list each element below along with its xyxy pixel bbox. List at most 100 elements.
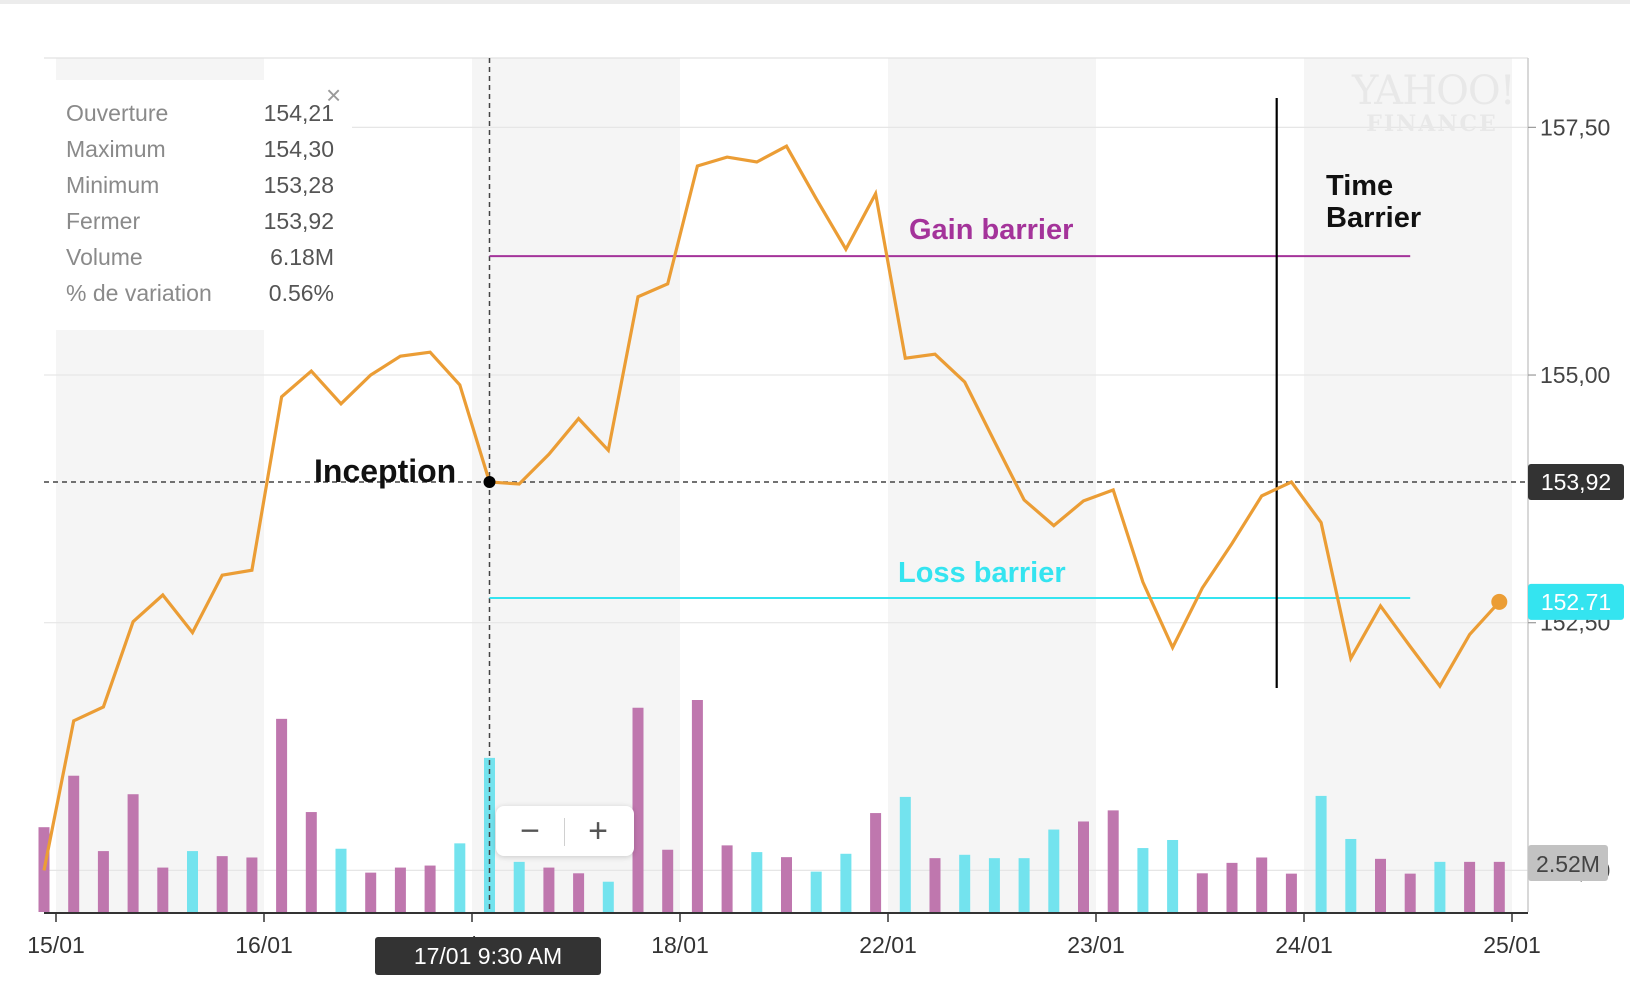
volume-bar	[1226, 862, 1238, 912]
day-band	[888, 58, 1096, 912]
volume-bar	[1196, 873, 1208, 912]
time-barrier-label-line1: Time	[1326, 170, 1393, 202]
zoom-out-button[interactable]: −	[520, 812, 540, 850]
volume-bar	[662, 849, 674, 912]
loss-barrier-label: Loss barrier	[898, 557, 1066, 589]
volume-bar	[1464, 861, 1476, 912]
yahoo-finance-watermark: YAHOO! FINANCE	[1352, 68, 1516, 137]
top-border	[0, 0, 1630, 4]
info-value: 154,30	[263, 136, 334, 162]
volume-bar	[870, 813, 882, 912]
x-tick-label: 15/01	[27, 932, 85, 958]
day-band	[472, 58, 680, 912]
zoom-divider	[564, 818, 565, 846]
y-tick-label: 157,50	[1540, 114, 1610, 140]
volume-bar	[305, 812, 317, 912]
volume-bar	[602, 881, 614, 912]
volume-bar	[1107, 810, 1119, 912]
volume-bar	[810, 871, 822, 912]
watermark-line1: YAHOO!	[1352, 68, 1516, 114]
volume-bar	[632, 707, 644, 912]
info-value: 154,21	[263, 100, 334, 126]
x-tick-label: 22/01	[859, 932, 917, 958]
info-label: Ouverture	[66, 100, 169, 126]
x-tick-label: 18/01	[651, 932, 709, 958]
day-bands	[56, 58, 1512, 912]
info-row-high: Maximum 154,30	[66, 136, 334, 166]
x-tick-label: 23/01	[1067, 932, 1125, 958]
volume-bar	[1404, 873, 1416, 912]
volume-bar	[394, 867, 406, 912]
info-value: 6.18M	[270, 244, 334, 270]
crosshair-value-text: 153,92	[1541, 469, 1611, 495]
volume-bar	[929, 858, 941, 912]
info-value: 0.56%	[268, 280, 334, 306]
x-tick-label: 25/01	[1483, 932, 1541, 958]
y-tick-label: 155,00	[1540, 362, 1610, 388]
info-row-low: Minimum 153,28	[66, 172, 334, 202]
last-price-point	[1491, 593, 1508, 610]
volume-bar	[691, 700, 703, 912]
volume-bar	[127, 794, 139, 912]
volume-bar	[959, 854, 971, 912]
crosshair-date-label: 17/01 9:30 AM	[375, 937, 601, 975]
day-band	[1304, 58, 1512, 912]
last-price-text: 152.71	[1541, 589, 1611, 615]
price-line[interactable]	[42, 144, 1501, 871]
zoom-control: − +	[496, 806, 634, 856]
volume-bar	[1345, 838, 1357, 912]
volume-bar	[454, 843, 466, 912]
volume-bar	[1256, 857, 1268, 912]
volume-bar	[424, 865, 436, 912]
volume-bar	[68, 775, 80, 912]
volume-bar	[1315, 795, 1327, 912]
crosshair-value-badge	[1528, 464, 1624, 501]
volume-bar	[157, 867, 169, 912]
info-label: % de variation	[66, 280, 212, 306]
volume-bar	[335, 848, 347, 912]
volume-bar	[899, 796, 911, 912]
volume-bar	[1078, 821, 1089, 912]
close-icon[interactable]: ×	[326, 80, 342, 110]
volume-bar	[276, 718, 288, 912]
info-value: 153,92	[263, 208, 334, 234]
volume-bar	[246, 857, 258, 912]
volume-bar	[840, 853, 852, 912]
zoom-in-button[interactable]: +	[588, 812, 608, 850]
inception-label: Inception	[314, 453, 456, 489]
info-row-close: Fermer 153,92	[66, 208, 334, 238]
last-price-badge	[1528, 583, 1624, 620]
info-label: Minimum	[66, 172, 160, 198]
volume-bar	[1434, 861, 1446, 912]
info-label: Maximum	[66, 136, 166, 162]
volume-bar	[1167, 839, 1179, 912]
ohlc-info-panel: Ouverture 154,21 Maximum 154,30 Minimum …	[44, 80, 352, 330]
volume-bar	[187, 851, 198, 912]
inception-point	[483, 476, 496, 489]
volume-bar	[751, 852, 763, 912]
volume-bar	[1018, 858, 1030, 912]
volume-bar	[1493, 861, 1505, 912]
volume-bar	[988, 858, 1000, 912]
volume-badge	[1528, 845, 1608, 881]
watermark-line2: FINANCE	[1366, 111, 1498, 137]
volume-bar	[573, 873, 585, 912]
gain-barrier-label: Gain barrier	[909, 214, 1073, 246]
volume-bar	[513, 861, 525, 912]
volume-bar	[721, 845, 733, 912]
info-row-volume: Volume 6.18M	[66, 244, 334, 274]
volume-bar	[216, 856, 228, 912]
volume-bar	[365, 872, 377, 912]
volume-bar	[543, 867, 555, 912]
volume-bar	[97, 851, 109, 912]
volume-bar	[1048, 829, 1060, 912]
volume-bar	[781, 857, 792, 912]
volume-bar	[1137, 848, 1149, 912]
x-tick-label: 16/01	[235, 932, 293, 958]
info-label: Fermer	[66, 208, 141, 234]
info-row-open: Ouverture 154,21	[66, 100, 334, 130]
x-tick-label: 24/01	[1275, 932, 1333, 958]
volume-text: 2.52M	[1536, 851, 1600, 877]
info-value: 153,28	[263, 172, 334, 198]
